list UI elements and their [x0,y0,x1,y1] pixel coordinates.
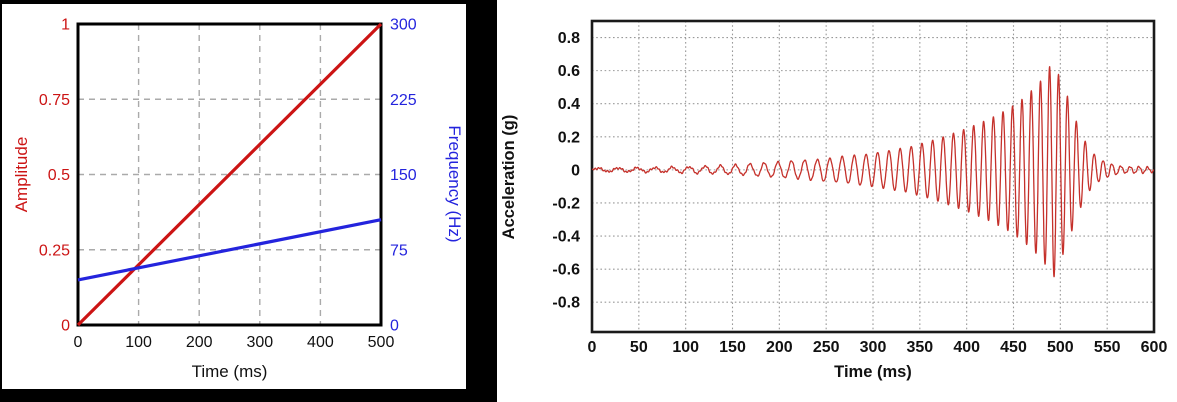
plot-frame [76,22,383,327]
right-y-tick-label: 300 [390,17,417,34]
x-tick-label: 100 [672,339,699,356]
left-y-tick-label: 1 [61,17,70,34]
x-tick-label: 550 [1094,339,1121,356]
x-tick-label: 150 [719,339,746,356]
right-y-axis-title: Frequency (Hz) [445,125,464,242]
x-tick-label: 50 [630,339,648,356]
x-tick-label: 0 [588,339,597,356]
x-tick-label: 350 [906,339,933,356]
left-y-tick-label: 0.5 [48,167,70,184]
x-tick-label: 600 [1141,339,1168,356]
x-tick-label: 300 [860,339,887,356]
right-y-tick-label: 150 [390,167,417,184]
right-y-tick-label: 0 [390,318,399,335]
x-tick-label: 500 [1047,339,1074,356]
x-tick-label: 250 [813,339,840,356]
x-tick-label: 300 [246,334,273,351]
y-tick-label: 0.6 [558,63,580,80]
amplitude-ramp-line [76,22,383,327]
acceleration-chart: 0.8 0.6 0.4 0.2 0 -0.2 -0.4 -0.6 -0.8 0 50 100 150 20… [500,19,1168,381]
y-axis-title: Acceleration (g) [500,115,518,240]
right-y-tick-label: 225 [390,92,417,109]
x-tick-label: 100 [125,334,152,351]
x-tick-label: 400 [307,334,334,351]
sweep-profile-chart: 0 0.25 0.5 0.75 1 0 75 150 225 300 0 100 200 300 400 50… [0,0,497,402]
y-tick-label: 0 [571,162,580,179]
left-y-tick-label: 0.25 [39,242,70,259]
x-axis-title: Time (ms) [834,363,912,381]
y-tick-label: -0.6 [552,262,580,279]
frequency-ramp-line [77,218,382,282]
y-tick-label: 0.2 [558,129,580,146]
y-tick-label: 0.4 [558,96,580,113]
x-axis-title: Time (ms) [192,362,268,381]
y-tick-label: 0.8 [558,30,580,47]
x-tick-label: 450 [1000,339,1027,356]
y-tick-label: -0.8 [552,295,580,312]
x-tick-label: 500 [368,334,395,351]
y-tick-label: -0.2 [552,195,580,212]
left-y-axis-title: Amplitude [12,137,31,213]
x-tick-label: 200 [186,334,213,351]
left-y-tick-label: 0.75 [39,92,70,109]
x-tick-label: 400 [953,339,980,356]
right-y-tick-label: 75 [390,242,408,259]
y-tick-label: -0.4 [552,229,580,246]
plot-frame [590,19,1156,334]
left-y-tick-label: 0 [61,318,70,335]
x-tick-label: 200 [766,339,793,356]
acceleration-chirp-line [592,66,1154,278]
x-tick-label: 0 [74,334,83,351]
